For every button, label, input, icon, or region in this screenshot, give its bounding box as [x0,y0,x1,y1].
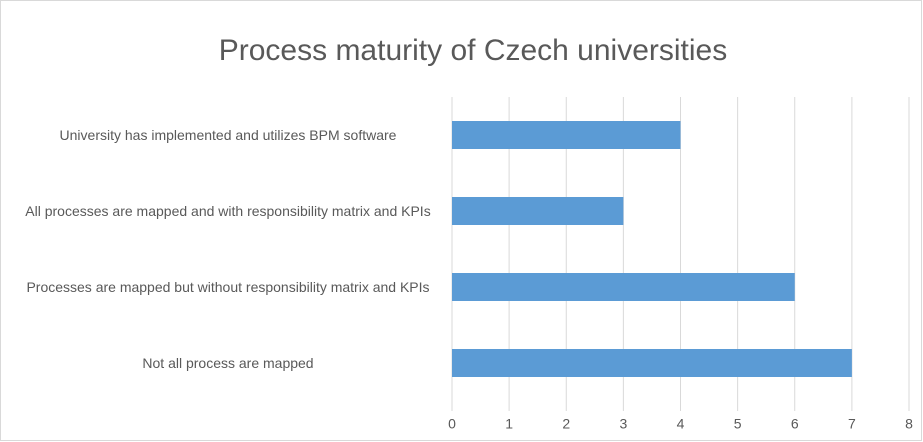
x-tick-label: 4 [677,416,685,432]
bar [452,121,681,149]
x-tick-label: 1 [505,416,513,432]
bar [452,273,795,301]
x-tick-label: 6 [791,416,799,432]
y-tick-label: University has implemented and utilizes … [59,127,397,143]
x-tick-label: 3 [619,416,627,432]
x-tick-label: 7 [848,416,856,432]
x-tick-label: 5 [734,416,742,432]
x-tick-label: 2 [562,416,570,432]
bar [452,349,852,377]
y-tick-label: Not all process are mapped [142,355,314,371]
x-tick-label: 8 [905,416,913,432]
y-tick-label: All processes are mapped and with respon… [25,203,431,219]
chart-title: Process maturity of Czech universities [219,34,728,67]
bar [452,197,624,225]
x-tick-label: 0 [448,416,456,432]
y-tick-label: Processes are mapped but without respons… [26,279,430,295]
